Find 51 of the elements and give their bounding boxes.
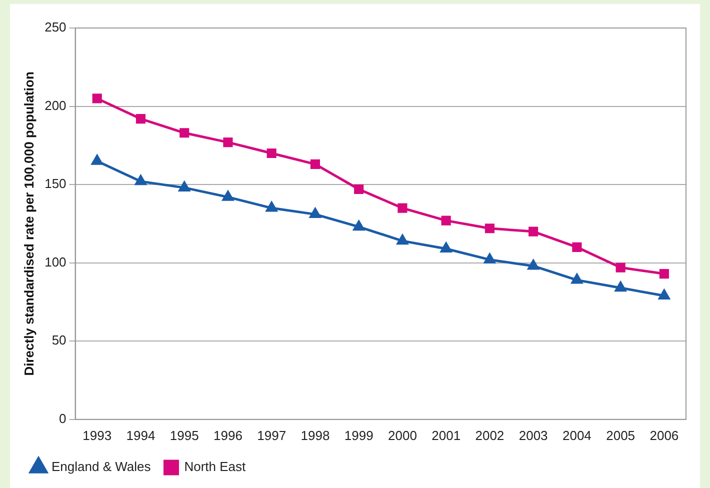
- point: [266, 202, 278, 212]
- point: [92, 154, 103, 165]
- point: [353, 220, 364, 231]
- x-tick-label: 2004: [562, 428, 592, 443]
- point: [614, 282, 626, 292]
- point: [572, 242, 582, 252]
- point: [528, 260, 539, 270]
- point: [396, 234, 408, 245]
- point: [222, 190, 234, 201]
- point: [658, 289, 670, 300]
- point: [616, 262, 626, 272]
- point: [180, 128, 190, 138]
- point: [398, 203, 408, 213]
- point: [484, 224, 494, 234]
- point: [571, 274, 583, 284]
- point: [178, 181, 190, 192]
- x-tick-label: 2000: [388, 428, 417, 443]
- x-tick-label: 1995: [170, 428, 199, 443]
- point: [441, 216, 451, 226]
- point: [92, 94, 102, 104]
- x-tick-label: 2001: [432, 428, 461, 443]
- point: [310, 159, 320, 169]
- point: [266, 148, 276, 158]
- y-tick-label: 0: [59, 410, 66, 426]
- point: [659, 269, 669, 279]
- x-tick-label: 1997: [257, 428, 286, 443]
- point: [528, 226, 538, 236]
- point: [135, 175, 146, 186]
- x-tick-label: 2005: [606, 428, 636, 443]
- point: [440, 242, 452, 252]
- y-axis-title: Directly standardised rate per 100,000 population: [21, 72, 36, 376]
- legend-label: England & Wales: [52, 459, 152, 474]
- x-tick-label: 2002: [475, 428, 504, 443]
- x-tick-label: 1999: [344, 428, 374, 443]
- point: [136, 114, 146, 124]
- y-tick-label: 100: [44, 254, 66, 270]
- y-tick-label: 50: [52, 332, 66, 348]
- x-tick-label: 2003: [518, 428, 548, 443]
- y-tick-label: 200: [44, 98, 66, 113]
- x-tick-label: 1996: [214, 428, 242, 443]
- x-tick-label: 1998: [300, 428, 330, 443]
- y-tick-label: 250: [44, 20, 66, 35]
- point: [484, 253, 496, 264]
- point: [354, 184, 364, 194]
- x-tick-label: 1993: [82, 428, 112, 443]
- x-tick-label: 2006: [650, 428, 679, 443]
- point: [310, 208, 321, 218]
- x-tick-label: 1994: [126, 428, 156, 443]
- point: [223, 138, 233, 148]
- y-tick-label: 150: [44, 176, 66, 192]
- legend-label: North East: [184, 459, 246, 474]
